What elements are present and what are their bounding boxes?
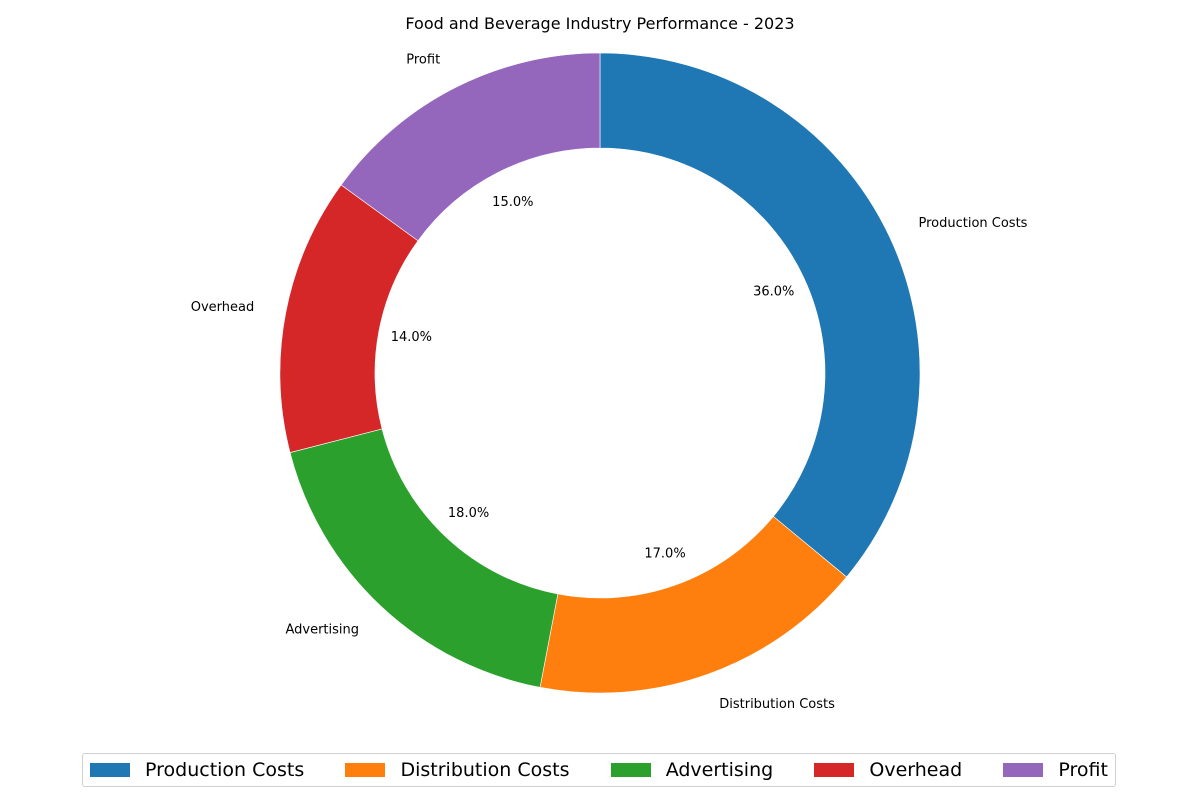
legend: Production Costs Distribution Costs Adve… (82, 753, 1116, 787)
slice-distribution-costs (539, 515, 847, 694)
legend-swatch (345, 763, 386, 777)
slice-production-costs (599, 52, 921, 578)
legend-item-production-costs: Production Costs (90, 759, 304, 781)
legend-swatch (90, 763, 130, 777)
legend-label: Distribution Costs (400, 759, 570, 781)
percent-label-overhead: 14.0% (391, 330, 432, 345)
legend-label: Advertising (665, 759, 774, 781)
labels-group: Production Costs 36.0% Distribution Costs 1… (191, 52, 1028, 712)
category-label-distribution-costs: Distribution Costs (719, 697, 835, 712)
legend-item-overhead: Overhead (814, 759, 962, 781)
legend-swatch (610, 763, 651, 777)
category-label-production-costs: Production Costs (918, 216, 1027, 231)
category-label-advertising: Advertising (285, 623, 359, 638)
legend-label: Production Costs (145, 759, 305, 781)
slice-profit (340, 52, 601, 242)
legend-item-distribution-costs: Distribution Costs (345, 759, 570, 781)
legend-swatch (1003, 763, 1044, 777)
category-label-profit: Profit (406, 52, 440, 67)
legend-label: Profit (1058, 759, 1108, 781)
legend-item-advertising: Advertising (610, 759, 774, 781)
percent-label-production-costs: 36.0% (753, 284, 794, 299)
legend-swatch (814, 763, 855, 777)
slice-advertising (289, 428, 559, 688)
percent-label-distribution-costs: 17.0% (644, 547, 685, 562)
legend-label: Overhead (869, 759, 963, 781)
legend-item-profit: Profit (1003, 759, 1108, 781)
chart-title: Food and Beverage Industry Performance -… (405, 14, 794, 33)
category-label-overhead: Overhead (191, 300, 255, 315)
percent-label-profit: 15.0% (492, 195, 533, 210)
slices-group (279, 52, 921, 694)
percent-label-advertising: 18.0% (448, 506, 489, 521)
